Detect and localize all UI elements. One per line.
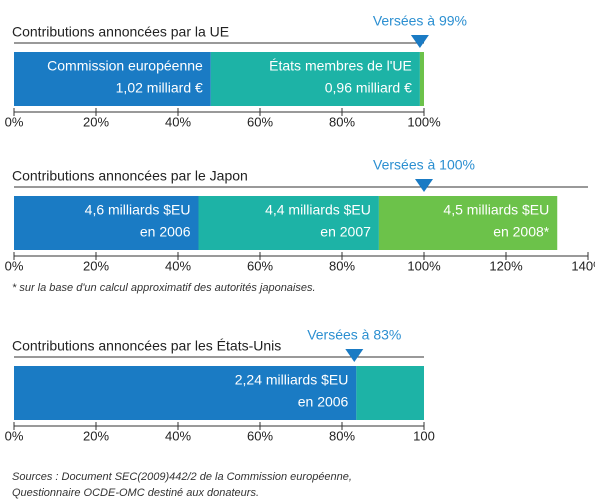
footnote: * sur la base d'un calcul approximatif d… — [12, 282, 316, 294]
disbursed-label: Versées à 99% — [373, 13, 467, 29]
x-tick-label: 60% — [247, 258, 273, 273]
x-tick-label: 100% — [407, 114, 441, 129]
x-tick-label: 80% — [329, 114, 355, 129]
segment-label: 2,24 milliards $EU — [235, 372, 349, 388]
segment-label: Commission européenne — [47, 58, 203, 74]
bar-segment — [419, 52, 424, 106]
source-line: Questionnaire OCDE-OMC destiné aux donat… — [12, 487, 259, 499]
x-tick-label: 20% — [83, 428, 109, 443]
bar-segment — [14, 52, 211, 106]
disbursed-marker — [345, 349, 364, 362]
x-tick-label: 0% — [5, 428, 24, 443]
x-tick-label: 100 — [413, 428, 435, 443]
bar-segment — [14, 196, 199, 250]
bar-segment — [210, 52, 420, 106]
x-tick-label: 80% — [329, 258, 355, 273]
segment-label: 1,02 milliard € — [116, 80, 203, 96]
bar-segment — [198, 196, 379, 250]
segment-label: États membres de l'UE — [269, 58, 412, 74]
chart-title: Contributions annoncées par les États-Un… — [12, 338, 281, 354]
x-tick-label: 60% — [247, 428, 273, 443]
x-tick-label: 0% — [5, 114, 24, 129]
x-tick-label: 40% — [165, 114, 191, 129]
x-tick-label: 20% — [83, 258, 109, 273]
source-line: Sources : Document SEC(2009)442/2 de la … — [12, 471, 352, 483]
chart-title: Contributions annoncées par la UE — [12, 24, 229, 40]
x-tick-label: 60% — [247, 114, 273, 129]
x-tick-label: 40% — [165, 428, 191, 443]
x-tick-label: 120% — [489, 258, 523, 273]
bar-segment — [14, 366, 357, 420]
segment-label: en 2008* — [493, 224, 550, 240]
segment-label: 0,96 milliard € — [325, 80, 412, 96]
bar-segment — [356, 366, 424, 420]
segment-label: en 2007 — [320, 224, 371, 240]
bar-segment — [378, 196, 558, 250]
x-tick-label: 80% — [329, 428, 355, 443]
segment-label: 4,4 milliards $EU — [265, 202, 371, 218]
x-tick-label: 0% — [5, 258, 24, 273]
segment-label: en 2006 — [140, 224, 191, 240]
disbursed-marker — [415, 179, 433, 192]
disbursed-marker — [410, 35, 429, 48]
segment-label: 4,6 milliards $EU — [85, 202, 191, 218]
chart-title: Contributions annoncées par le Japon — [12, 168, 248, 184]
segment-label: 4,5 milliards $EU — [443, 202, 549, 218]
disbursed-label: Versées à 83% — [307, 327, 401, 343]
x-tick-label: 40% — [165, 258, 191, 273]
x-tick-label: 100% — [407, 258, 441, 273]
x-tick-label: 140% — [571, 258, 595, 273]
segment-label: en 2006 — [298, 394, 349, 410]
x-tick-label: 20% — [83, 114, 109, 129]
disbursed-label: Versées à 100% — [373, 157, 475, 173]
